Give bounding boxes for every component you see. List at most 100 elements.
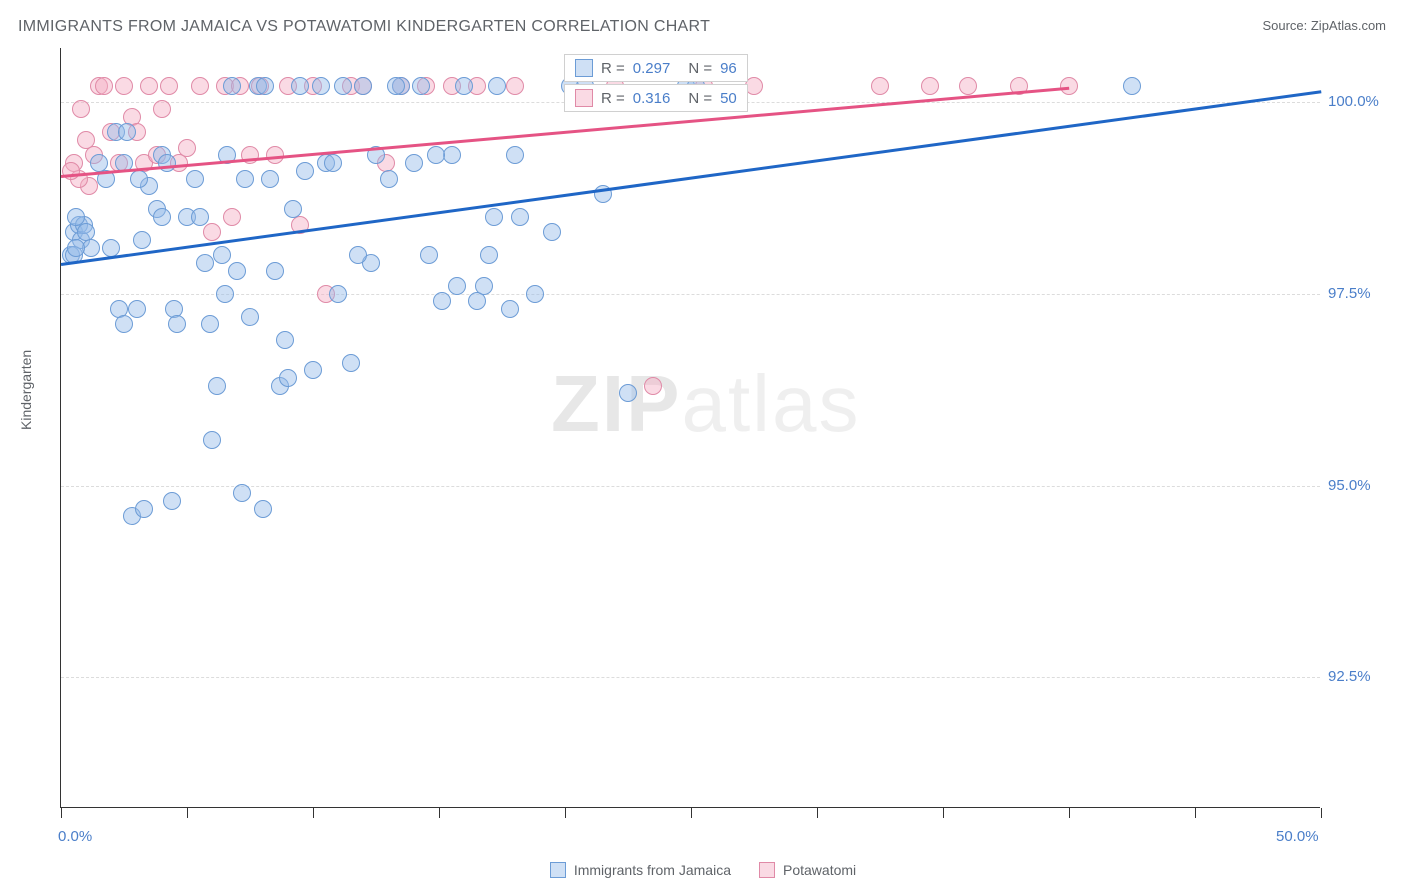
- y-tick-label: 100.0%: [1328, 93, 1379, 110]
- scatter-point: [526, 285, 544, 303]
- legend-series-a: Immigrants from Jamaica: [550, 862, 731, 878]
- scatter-point: [223, 208, 241, 226]
- stats-n-value: 96: [720, 60, 737, 77]
- x-tick-mark: [817, 808, 818, 818]
- scatter-point: [329, 285, 347, 303]
- scatter-point: [135, 500, 153, 518]
- stats-n-label: N =: [688, 60, 712, 77]
- scatter-point: [236, 170, 254, 188]
- scatter-point: [511, 208, 529, 226]
- stats-r-value: 0.297: [633, 60, 671, 77]
- scatter-point: [153, 208, 171, 226]
- x-tick-label: 0.0%: [58, 828, 92, 845]
- scatter-point: [254, 500, 272, 518]
- scatter-point: [387, 77, 405, 95]
- watermark: ZIPatlas: [551, 358, 860, 450]
- scatter-point: [115, 77, 133, 95]
- scatter-point: [201, 315, 219, 333]
- gridline: [61, 677, 1320, 678]
- scatter-point: [67, 239, 85, 257]
- legend-swatch-icon: [575, 89, 593, 107]
- scatter-point: [72, 100, 90, 118]
- scatter-point: [448, 277, 466, 295]
- y-tick-label: 92.5%: [1328, 668, 1371, 685]
- scatter-point: [279, 369, 297, 387]
- scatter-point: [354, 77, 372, 95]
- y-tick-label: 95.0%: [1328, 477, 1371, 494]
- scatter-point: [284, 200, 302, 218]
- x-tick-mark: [439, 808, 440, 818]
- scatter-point: [501, 300, 519, 318]
- scatter-point: [427, 146, 445, 164]
- scatter-point: [241, 146, 259, 164]
- legend-swatch-icon: [575, 59, 593, 77]
- scatter-point: [140, 77, 158, 95]
- scatter-point: [921, 77, 939, 95]
- scatter-point: [160, 77, 178, 95]
- scatter-point: [216, 285, 234, 303]
- y-axis-label: Kindergarten: [18, 350, 34, 430]
- x-tick-mark: [943, 808, 944, 818]
- legend-swatch-b: [759, 862, 775, 878]
- scatter-point: [959, 77, 977, 95]
- scatter-point: [67, 208, 85, 226]
- gridline: [61, 486, 1320, 487]
- scatter-point: [468, 292, 486, 310]
- stats-r-value: 0.316: [633, 90, 671, 107]
- scatter-point: [871, 77, 889, 95]
- scatter-point: [506, 77, 524, 95]
- scatter-point: [191, 208, 209, 226]
- scatter-point: [203, 431, 221, 449]
- scatter-point: [261, 170, 279, 188]
- scatter-point: [334, 77, 352, 95]
- stats-r-label: R =: [601, 60, 625, 77]
- x-tick-mark: [691, 808, 692, 818]
- scatter-point: [543, 223, 561, 241]
- x-tick-mark: [313, 808, 314, 818]
- scatter-point: [342, 354, 360, 372]
- scatter-point: [380, 170, 398, 188]
- x-tick-mark: [1195, 808, 1196, 818]
- scatter-point: [412, 77, 430, 95]
- x-tick-mark: [61, 808, 62, 818]
- scatter-point: [102, 239, 120, 257]
- scatter-point: [312, 77, 330, 95]
- scatter-point: [619, 384, 637, 402]
- scatter-point: [163, 492, 181, 510]
- scatter-point: [291, 77, 309, 95]
- scatter-point: [420, 246, 438, 264]
- legend-swatch-a: [550, 862, 566, 878]
- x-tick-mark: [1069, 808, 1070, 818]
- scatter-point: [223, 77, 241, 95]
- scatter-point: [118, 123, 136, 141]
- scatter-point: [304, 361, 322, 379]
- scatter-point: [128, 300, 146, 318]
- scatter-point: [158, 154, 176, 172]
- scatter-point: [153, 100, 171, 118]
- x-tick-label: 50.0%: [1276, 828, 1319, 845]
- scatter-point: [266, 262, 284, 280]
- scatter-point: [485, 208, 503, 226]
- x-tick-mark: [187, 808, 188, 818]
- scatter-point: [433, 292, 451, 310]
- stats-n-value: 50: [720, 90, 737, 107]
- legend-label-b: Potawatomi: [783, 862, 856, 878]
- scatter-point: [186, 170, 204, 188]
- stats-r-label: R =: [601, 90, 625, 107]
- scatter-point: [256, 77, 274, 95]
- scatter-point: [178, 139, 196, 157]
- scatter-point: [296, 162, 314, 180]
- legend-bottom: Immigrants from Jamaica Potawatomi: [0, 862, 1406, 878]
- scatter-point: [349, 246, 367, 264]
- chart-container: IMMIGRANTS FROM JAMAICA VS POTAWATOMI KI…: [0, 0, 1406, 892]
- chart-title: IMMIGRANTS FROM JAMAICA VS POTAWATOMI KI…: [18, 18, 710, 36]
- scatter-point: [644, 377, 662, 395]
- gridline: [61, 294, 1320, 295]
- plot-area: ZIPatlas: [60, 48, 1320, 808]
- scatter-point: [475, 277, 493, 295]
- scatter-point: [130, 170, 148, 188]
- scatter-point: [115, 315, 133, 333]
- y-tick-label: 97.5%: [1328, 285, 1371, 302]
- x-tick-mark: [1321, 808, 1322, 818]
- scatter-point: [228, 262, 246, 280]
